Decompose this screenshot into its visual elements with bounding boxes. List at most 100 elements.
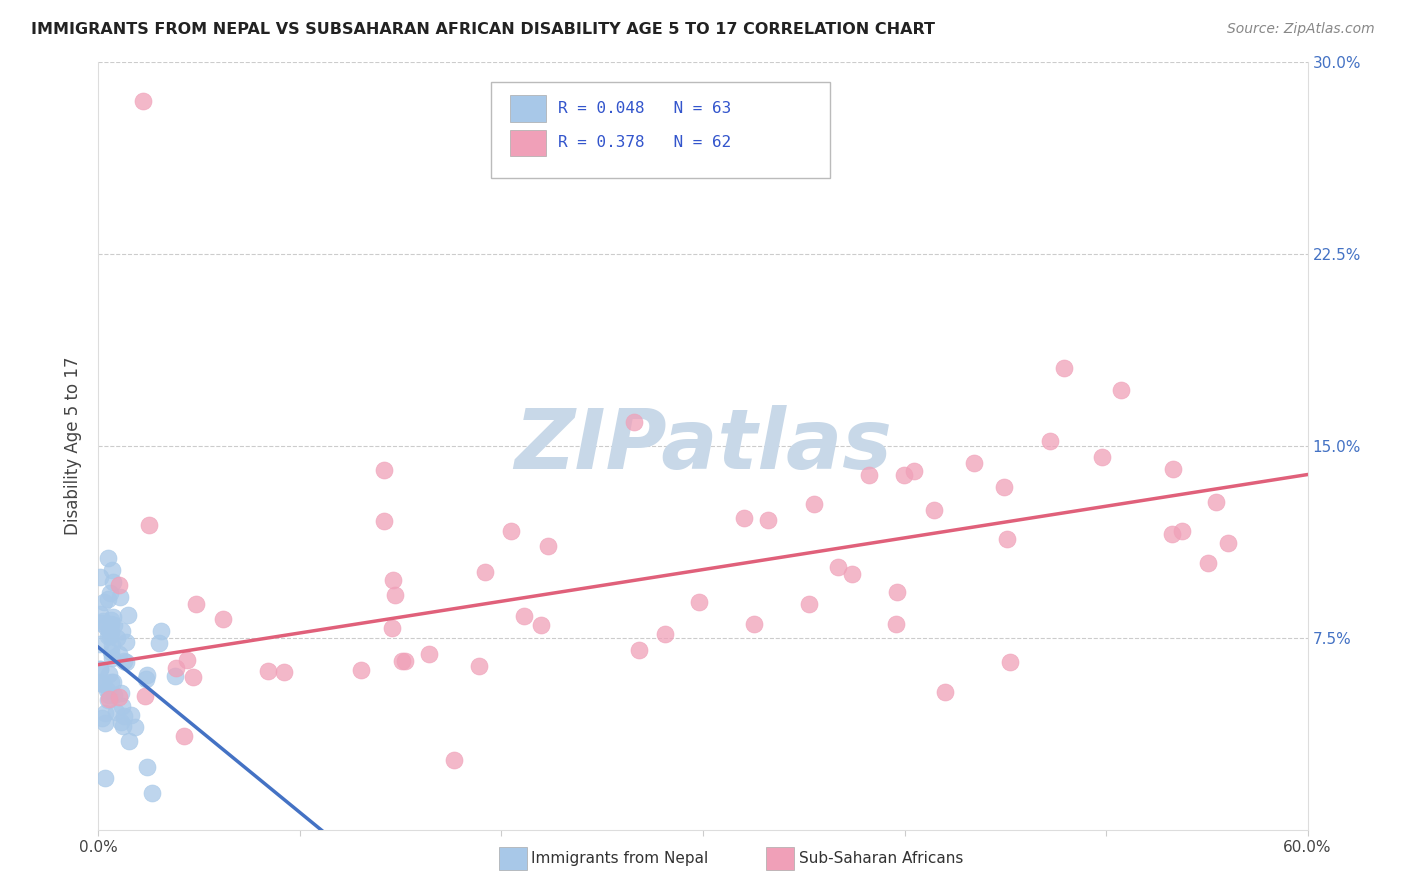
Point: [100, 613, 122, 627]
Point: [827, 560, 849, 574]
Point: [173, 729, 195, 743]
Point: [841, 566, 863, 581]
Point: [756, 513, 779, 527]
Point: [934, 684, 956, 698]
Point: [893, 468, 915, 483]
Point: [212, 612, 235, 626]
Point: [98, 586, 121, 600]
Point: [94, 716, 117, 731]
Point: [1053, 361, 1076, 376]
Point: [858, 468, 880, 483]
Point: [803, 497, 825, 511]
Point: [1170, 524, 1192, 539]
Point: [443, 753, 465, 767]
Bar: [766, 847, 794, 870]
Point: [373, 463, 395, 477]
Text: Immigrants from Nepal: Immigrants from Nepal: [531, 852, 709, 866]
Point: [103, 610, 125, 624]
Point: [1161, 526, 1184, 541]
Text: ZIPatlas: ZIPatlas: [515, 406, 891, 486]
Point: [903, 464, 925, 478]
Text: R = 0.378   N = 62: R = 0.378 N = 62: [558, 136, 731, 151]
Point: [165, 661, 187, 675]
Point: [181, 670, 204, 684]
Point: [91, 677, 114, 691]
Point: [623, 415, 645, 429]
Point: [742, 616, 765, 631]
Point: [96, 683, 118, 698]
Point: [138, 518, 160, 533]
Point: [97, 691, 120, 706]
Text: Sub-Saharan Africans: Sub-Saharan Africans: [799, 852, 963, 866]
Point: [391, 654, 413, 668]
Bar: [509, 129, 546, 156]
Point: [135, 759, 157, 773]
Point: [797, 597, 820, 611]
Point: [132, 94, 155, 108]
Point: [148, 636, 170, 650]
Point: [89, 570, 111, 584]
Point: [998, 655, 1021, 669]
Point: [91, 614, 114, 628]
Point: [100, 674, 122, 689]
Y-axis label: Disability Age 5 to 17: Disability Age 5 to 17: [65, 357, 83, 535]
Point: [107, 647, 129, 661]
Point: [98, 689, 121, 703]
Point: [104, 706, 127, 720]
FancyBboxPatch shape: [492, 81, 830, 178]
Point: [373, 514, 395, 528]
Point: [165, 669, 187, 683]
Point: [103, 617, 125, 632]
Point: [922, 503, 945, 517]
Point: [733, 511, 755, 525]
Point: [91, 711, 114, 725]
Point: [141, 787, 163, 801]
Point: [993, 480, 1015, 494]
Point: [1109, 384, 1132, 398]
Point: [110, 714, 132, 729]
Point: [962, 457, 984, 471]
Point: [101, 563, 124, 577]
Point: [89, 638, 111, 652]
Point: [886, 584, 908, 599]
Point: [94, 771, 117, 785]
Point: [257, 664, 280, 678]
Point: [110, 698, 132, 713]
Point: [186, 597, 208, 611]
Point: [98, 624, 121, 638]
Point: [273, 665, 295, 680]
Point: [94, 620, 117, 634]
Point: [89, 674, 111, 689]
Point: [135, 673, 157, 687]
Point: [537, 539, 560, 553]
Point: [103, 675, 125, 690]
Point: [394, 654, 416, 668]
Point: [97, 629, 120, 643]
Point: [100, 625, 122, 640]
Point: [90, 616, 112, 631]
Point: [112, 718, 135, 732]
Point: [1091, 450, 1114, 465]
Point: [1216, 536, 1239, 550]
Point: [134, 689, 156, 703]
Point: [117, 607, 139, 622]
Point: [1197, 556, 1219, 570]
Point: [135, 668, 157, 682]
Point: [108, 590, 131, 604]
Point: [89, 662, 111, 676]
Point: [467, 659, 489, 673]
Bar: [499, 847, 527, 870]
Point: [384, 588, 406, 602]
Point: [176, 653, 198, 667]
Point: [111, 624, 134, 639]
Point: [114, 634, 136, 648]
Point: [98, 666, 121, 681]
Point: [107, 578, 129, 592]
Point: [89, 675, 111, 690]
Point: [884, 616, 907, 631]
Point: [120, 707, 142, 722]
Point: [100, 616, 122, 631]
Point: [350, 663, 373, 677]
Point: [150, 624, 173, 638]
Point: [1205, 495, 1227, 509]
